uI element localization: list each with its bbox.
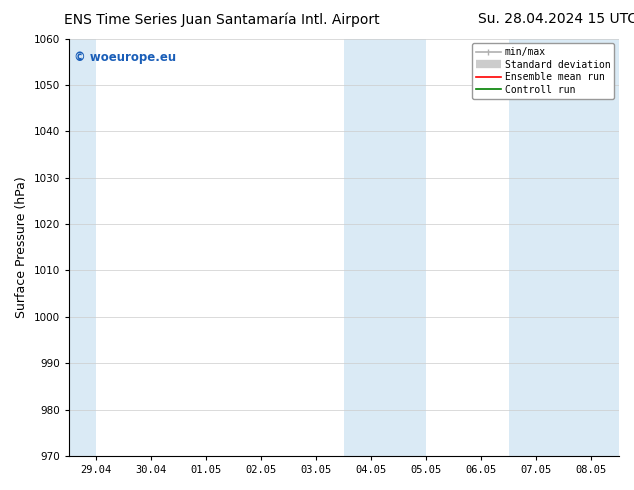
Y-axis label: Surface Pressure (hPa): Surface Pressure (hPa) xyxy=(15,176,28,318)
Text: © woeurope.eu: © woeurope.eu xyxy=(74,51,176,64)
Legend: min/max, Standard deviation, Ensemble mean run, Controll run: min/max, Standard deviation, Ensemble me… xyxy=(472,44,614,98)
Text: Su. 28.04.2024 15 UTC: Su. 28.04.2024 15 UTC xyxy=(479,12,634,26)
Bar xyxy=(69,39,96,456)
Text: ENS Time Series Juan Santamaría Intl. Airport: ENS Time Series Juan Santamaría Intl. Ai… xyxy=(64,12,380,27)
Bar xyxy=(344,39,427,456)
Bar xyxy=(509,39,619,456)
